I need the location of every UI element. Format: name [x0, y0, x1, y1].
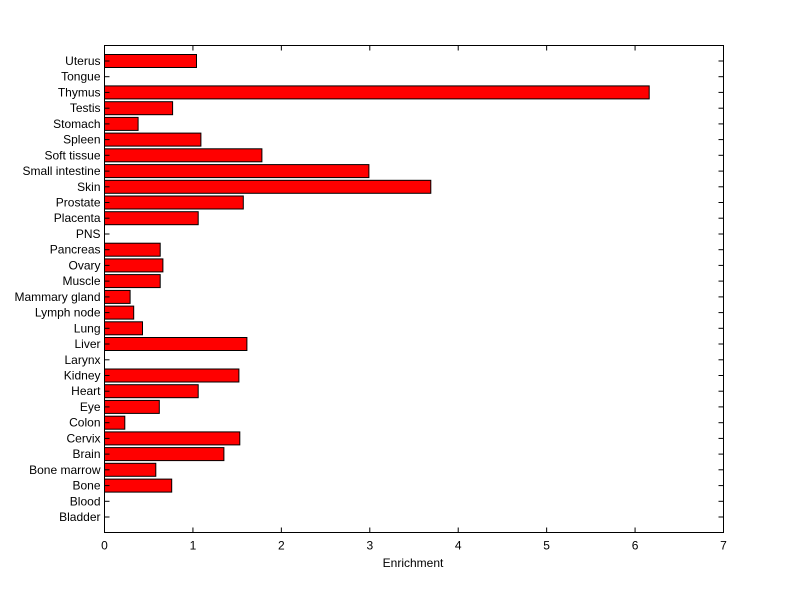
bar-skin [104, 179, 432, 194]
bar-brain [104, 447, 225, 462]
bar-pancreas [104, 242, 161, 257]
y-tick-label: Heart [71, 384, 101, 398]
x-tick-label: 4 [455, 539, 462, 553]
y-tick-label: Kidney [64, 369, 101, 383]
bar-heart [104, 384, 199, 399]
bar-liver [104, 337, 248, 351]
bar-ovary [104, 258, 164, 273]
bar-lung [104, 321, 143, 336]
bar-testis [104, 101, 174, 116]
y-tick-label: Spleen [63, 133, 100, 147]
y-tick-label: Soft tissue [44, 148, 100, 162]
x-tick-label: 0 [101, 539, 108, 553]
bar-eye [104, 399, 160, 414]
y-tick-label: Skin [77, 180, 100, 194]
y-tick-label: Thymus [58, 85, 101, 99]
bar-soft-tissue [104, 148, 263, 163]
bar-thymus [104, 85, 650, 100]
bar-bone-marrow [104, 462, 157, 477]
y-tick-label: Brain [72, 447, 100, 461]
x-tick-label: 3 [366, 539, 373, 553]
y-tick-label: Bone [72, 479, 100, 493]
bar-uterus [104, 54, 197, 68]
x-tick-label: 7 [720, 539, 727, 553]
bar-muscle [104, 274, 161, 289]
x-tick-label: 1 [190, 539, 197, 553]
bar-kidney [104, 368, 240, 383]
y-tick-label: Colon [69, 416, 100, 430]
y-tick-label: Bladder [59, 510, 100, 524]
y-tick-label: Muscle [62, 274, 100, 288]
y-tick-label: Ovary [68, 258, 100, 272]
y-tick-label: Lung [74, 321, 101, 335]
x-tick-label: 2 [278, 539, 285, 553]
bar-spleen [104, 132, 202, 147]
y-tick-label: Liver [74, 337, 100, 351]
bar-bone [104, 478, 173, 493]
x-tick-label: 6 [632, 539, 639, 553]
y-tick-label: Placenta [54, 211, 101, 225]
bars [104, 54, 650, 493]
bar-stomach [104, 116, 139, 131]
y-tick-label: Bone marrow [29, 463, 101, 477]
y-tick-label: Stomach [53, 117, 100, 131]
y-tick-label: Blood [70, 494, 101, 508]
y-tick-label: Uterus [65, 54, 100, 68]
y-tick-label: Small intestine [22, 164, 100, 178]
bar-placenta [104, 211, 199, 226]
bar-cervix [104, 431, 241, 446]
y-tick-label: Lymph node [35, 306, 101, 320]
x-tick-label: 5 [543, 539, 550, 553]
bar-prostate [104, 195, 244, 210]
y-tick-label: Mammary gland [14, 290, 100, 304]
x-axis: 0 1 2 3 4 5 6 7 [101, 45, 727, 553]
y-tick-label: PNS [76, 227, 101, 241]
bar-small-intestine [104, 164, 370, 179]
x-axis-label: Enrichment [383, 556, 444, 570]
y-tick-label: Pancreas [50, 243, 101, 257]
y-tick-label: Eye [80, 400, 101, 414]
y-tick-label: Prostate [56, 196, 101, 210]
y-tick-label: Tongue [61, 70, 101, 84]
y-tick-label: Testis [70, 101, 101, 115]
y-tick-label: Larynx [64, 353, 100, 367]
y-tick-label: Cervix [66, 431, 100, 445]
